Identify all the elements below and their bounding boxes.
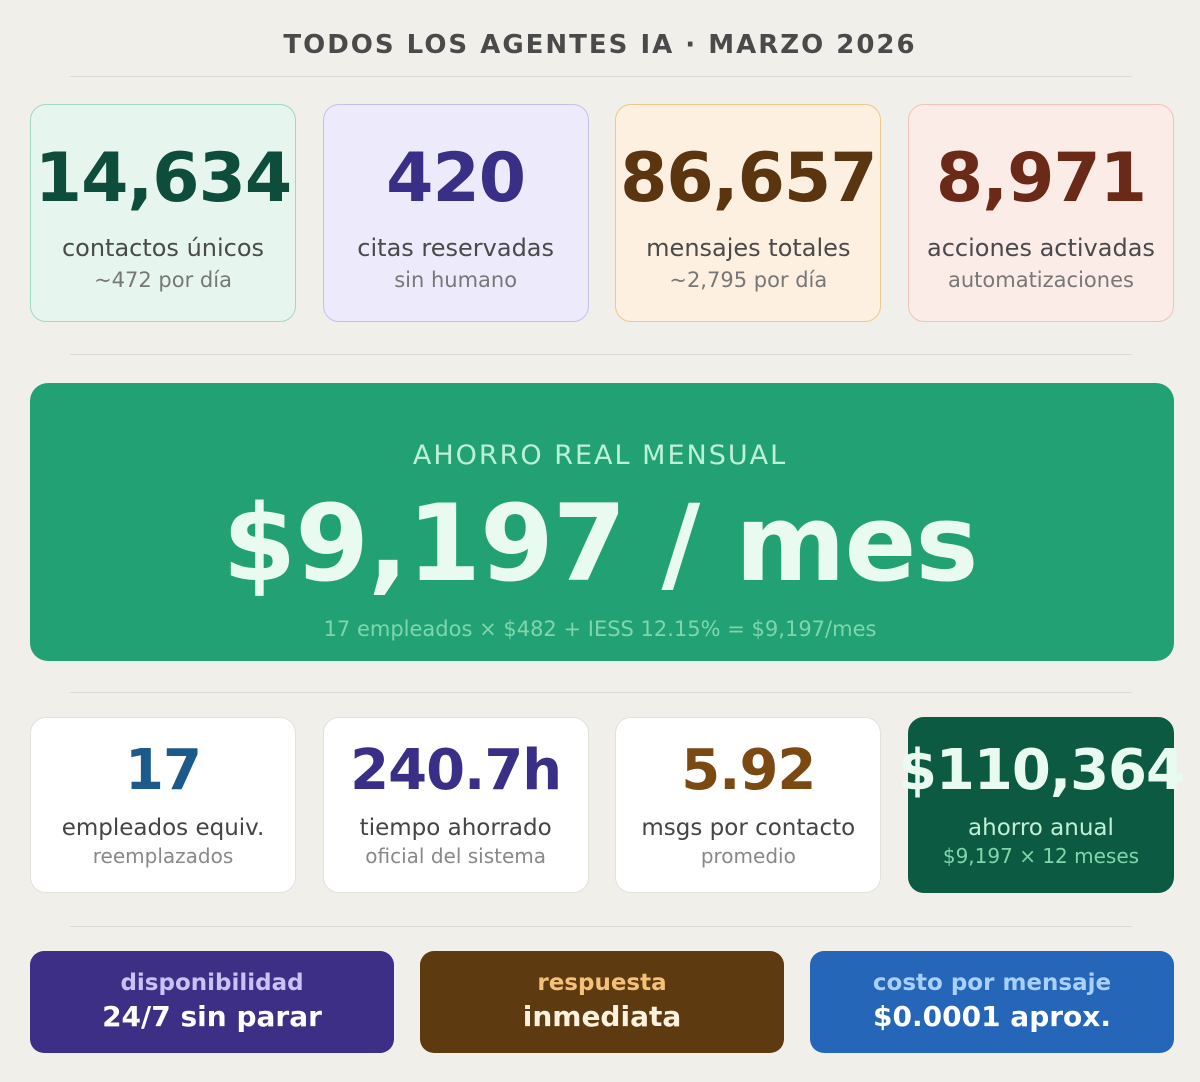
pill-value: 24/7 sin parar bbox=[102, 1000, 322, 1033]
kpi-card-actions: 8,971 acciones activadas automatizacione… bbox=[907, 104, 1174, 322]
kpi-value: 17 bbox=[125, 738, 202, 803]
pill-label: respuesta bbox=[537, 970, 667, 996]
kpi-card-appointments: 420 citas reservadas sin humano bbox=[322, 104, 589, 322]
kpi-value: 14,634 bbox=[34, 139, 292, 218]
divider bbox=[70, 926, 1132, 927]
kpi-card-employees: 17 empleados equiv. reemplazados bbox=[30, 717, 296, 893]
kpi-row-top: 14,634 contactos únicos ~472 por día 420… bbox=[30, 104, 1174, 322]
kpi-label: msgs por contacto bbox=[641, 815, 856, 841]
divider bbox=[70, 76, 1132, 77]
pill-value: inmediata bbox=[522, 1000, 682, 1033]
kpi-value: 240.7h bbox=[350, 738, 562, 803]
kpi-card-time-saved: 240.7h tiempo ahorrado oficial del siste… bbox=[322, 717, 589, 893]
kpi-label: mensajes totales bbox=[646, 234, 851, 262]
kpi-value: 420 bbox=[386, 139, 526, 218]
divider bbox=[70, 354, 1132, 355]
kpi-sub: $9,197 × 12 meses bbox=[942, 844, 1140, 868]
kpi-value: 8,971 bbox=[935, 139, 1147, 218]
kpi-value: 5.92 bbox=[681, 738, 816, 803]
savings-hero-card bbox=[30, 383, 1174, 661]
kpi-sub: ~2,795 por día bbox=[669, 268, 828, 292]
kpi-sub: reemplazados bbox=[92, 844, 234, 868]
hero-value: $9,197 / mes bbox=[222, 482, 979, 605]
pill-value: $0.0001 aprox. bbox=[873, 1000, 1111, 1033]
kpi-card-annual-savings: $110,364 ahorro anual $9,197 × 12 meses bbox=[898, 717, 1185, 893]
kpi-label: contactos únicos bbox=[61, 234, 265, 262]
feature-pill-row: disponibilidad 24/7 sin parar respuesta … bbox=[30, 951, 1174, 1053]
kpi-sub: ~472 por día bbox=[94, 268, 232, 292]
pill-label: disponibilidad bbox=[120, 970, 304, 996]
kpi-value: 86,657 bbox=[620, 139, 877, 218]
hero-formula: 17 empleados × $482 + IESS 12.15% = $9,1… bbox=[323, 617, 877, 641]
pill-availability: disponibilidad 24/7 sin parar bbox=[30, 951, 394, 1053]
kpi-label: tiempo ahorrado bbox=[359, 815, 552, 841]
kpi-label: citas reservadas bbox=[357, 234, 555, 262]
kpi-row-mid: 17 empleados equiv. reemplazados 240.7h … bbox=[30, 717, 1185, 893]
pill-label: costo por mensaje bbox=[872, 970, 1112, 996]
kpi-label: ahorro anual bbox=[968, 815, 1114, 841]
kpi-sub: promedio bbox=[700, 844, 796, 868]
kpi-card-msgs-per-contact: 5.92 msgs por contacto promedio bbox=[615, 717, 882, 893]
kpi-sub: sin humano bbox=[394, 268, 518, 292]
divider bbox=[70, 692, 1132, 693]
pill-cost-per-message: costo por mensaje $0.0001 aprox. bbox=[810, 951, 1174, 1053]
page-title: TODOS LOS AGENTES IA · MARZO 2026 bbox=[283, 30, 917, 60]
kpi-label: empleados equiv. bbox=[61, 815, 265, 841]
pill-response: respuesta inmediata bbox=[420, 951, 784, 1053]
kpi-sub: oficial del sistema bbox=[365, 844, 547, 868]
kpi-card-messages: 86,657 mensajes totales ~2,795 por día bbox=[615, 104, 882, 322]
kpi-card-contacts: 14,634 contactos únicos ~472 por día bbox=[30, 104, 296, 322]
hero-eyebrow: AHORRO REAL MENSUAL bbox=[412, 440, 788, 471]
kpi-label: acciones activadas bbox=[927, 234, 1155, 262]
kpi-sub: automatizaciones bbox=[947, 268, 1134, 292]
kpi-value: $110,364 bbox=[897, 738, 1185, 803]
